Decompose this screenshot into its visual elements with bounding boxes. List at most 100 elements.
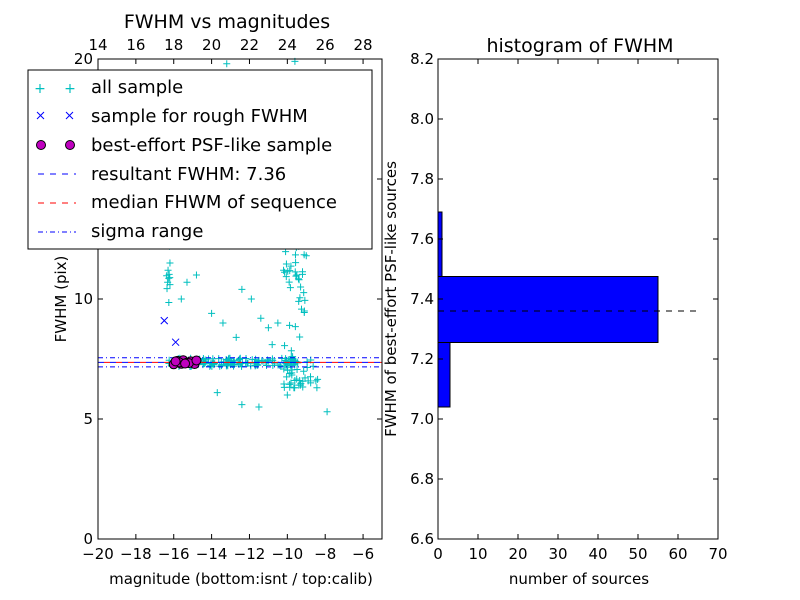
cluster-point [222, 362, 230, 370]
cluster-point [314, 375, 322, 383]
legend-entry-resultant-fwhm: resultant FWHM: 7.36 [38, 164, 286, 185]
all-sample-point [166, 281, 174, 289]
y-tick-label: 20 [74, 50, 93, 68]
all-sample-point [283, 391, 291, 399]
y-tick-label: 6.8 [410, 470, 434, 488]
cluster-point [295, 276, 303, 284]
cluster-point [165, 299, 173, 307]
all-sample-point [166, 259, 174, 267]
all-sample-point [257, 314, 265, 322]
legend-entry-median: median FHWM of sequence [38, 192, 337, 213]
scatter-bottom-ticks: −20 −18 −16 −14 −12 −10 −8 −6 [82, 59, 374, 563]
all-sample-point [255, 403, 263, 411]
y-tick-label: 5 [83, 410, 93, 428]
rough-sample-point [171, 338, 180, 347]
histogram-x-ticks: 0 10 20 30 40 50 60 70 [433, 59, 728, 563]
x-marker-icon [36, 111, 74, 120]
circle-marker-icon [65, 140, 75, 150]
cluster-point [299, 268, 307, 276]
all-sample-point [208, 309, 216, 317]
y-tick-label: 7.6 [410, 230, 434, 248]
cluster-point [292, 272, 300, 280]
all-sample-point [302, 252, 310, 260]
top-tick-label: 20 [202, 36, 221, 54]
histogram-title: histogram of FWHM [486, 35, 673, 57]
y-tick-label: 7.4 [410, 290, 434, 308]
x-tick-label: 60 [668, 545, 687, 563]
cluster-point [291, 251, 299, 259]
cluster-point [282, 273, 290, 281]
cluster-point [263, 361, 271, 369]
legend-label: sample for rough FWHM [91, 106, 308, 127]
cluster-point [207, 361, 215, 369]
cluster-point [296, 376, 304, 384]
cluster-point [303, 363, 311, 371]
cluster-point [291, 323, 299, 331]
all-sample-point [264, 324, 272, 332]
y-tick-label: 7.8 [410, 170, 434, 188]
cluster-point [284, 366, 292, 374]
legend-box [27, 69, 373, 250]
all-sample-point [297, 283, 305, 291]
x-tick-label: 30 [548, 545, 567, 563]
x-tick-label: −20 [82, 545, 114, 563]
y-tick-label: 8.0 [410, 110, 434, 128]
cluster-point [286, 267, 294, 275]
cluster-point [283, 373, 291, 381]
cluster-point [300, 289, 308, 297]
all-sample-point [238, 401, 246, 409]
y-tick-label: 10 [74, 290, 93, 308]
cluster-point [287, 262, 295, 270]
cluster-point [242, 354, 250, 362]
x-tick-label: −12 [234, 545, 266, 563]
cluster-point [292, 259, 300, 267]
top-tick-label: 16 [126, 36, 145, 54]
legend-label: resultant FWHM: 7.36 [91, 164, 286, 185]
y-tick-label: 7.2 [410, 350, 434, 368]
cluster-point [293, 366, 301, 374]
histogram-bar [437, 342, 451, 408]
cluster-point [287, 357, 295, 365]
histogram-y-label: FWHM of best-effort PSF-like sources [382, 161, 400, 437]
histogram-bars [437, 211, 659, 408]
all-sample-point [164, 266, 172, 274]
plus-marker-icon: + [34, 81, 46, 97]
cluster-point [306, 373, 314, 381]
all-sample-point [192, 271, 200, 279]
x-tick-label: 20 [508, 545, 527, 563]
top-tick-label: 24 [278, 36, 297, 54]
all-sample-point [223, 60, 231, 68]
all-sample-point [213, 389, 221, 397]
cluster-point [282, 260, 290, 268]
cluster-point [280, 365, 288, 373]
cluster-point [282, 355, 290, 363]
histogram-bar [437, 211, 443, 277]
cluster-point [286, 321, 294, 329]
scatter-panel: −20 −18 −16 −14 −12 −10 −8 −6 14 16 18 20 22 24 26 28 … [27, 11, 383, 588]
cluster-point [208, 360, 216, 368]
cluster-point [280, 383, 288, 391]
legend-label: all sample [91, 77, 183, 98]
x-tick-label: 70 [708, 545, 727, 563]
all-sample-point [323, 408, 331, 416]
legend-entry-all-sample: + + all sample [34, 77, 183, 98]
top-tick-label: 26 [316, 36, 335, 54]
y-tick-label: 6.6 [410, 530, 434, 548]
scatter-top-ticks: 14 16 18 20 22 24 26 28 [88, 36, 372, 54]
cluster-point [269, 357, 277, 365]
x-tick-label: −8 [314, 545, 336, 563]
cluster-point [290, 384, 298, 392]
x-tick-label: −18 [120, 545, 152, 563]
top-tick-label: 22 [240, 36, 259, 54]
cluster-point [283, 360, 291, 368]
psf-sample-point [191, 355, 202, 366]
cluster-point [301, 296, 309, 304]
cluster-point [215, 355, 223, 363]
cluster-point [165, 270, 173, 278]
cluster-point [309, 362, 317, 370]
reference-lines [98, 355, 382, 370]
cluster-point [281, 342, 289, 350]
circle-marker-icon [36, 140, 46, 150]
all-sample-point [238, 285, 246, 293]
